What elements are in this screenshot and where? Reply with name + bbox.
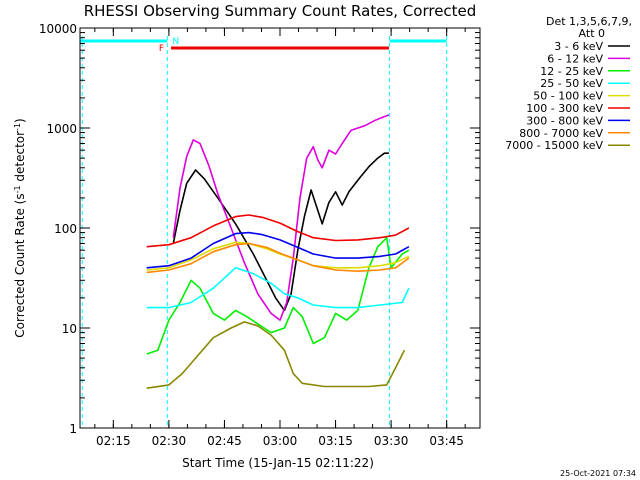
series-line-9: [146, 321, 406, 389]
legend-label: 12 - 25 keV: [540, 65, 603, 78]
series-line-6: [146, 214, 410, 248]
x-tick-label: 02:15: [96, 434, 131, 448]
series-line-3: [146, 236, 410, 355]
legend-label: 25 - 50 keV: [540, 77, 603, 90]
series-line-4: [146, 266, 410, 309]
y-tick-label: 1000: [46, 122, 77, 136]
x-tick-label: 02:30: [152, 434, 187, 448]
y-tick-label: 10000: [39, 22, 77, 36]
x-tick-label: 03:45: [429, 434, 464, 448]
legend-header-att: Att 0: [579, 27, 605, 40]
x-tick-label: 03:00: [263, 434, 298, 448]
timestamp: 25-Oct-2021 07:34: [560, 469, 636, 478]
y-axis-label-group: Corrected Count Rate (s-1 detector-1): [13, 118, 28, 337]
chart-title: RHESSI Observing Summary Count Rates, Co…: [84, 2, 477, 20]
flag-layer: FN: [80, 36, 448, 428]
legend-label: 7000 - 15000 keV: [505, 139, 603, 152]
y-label-superscript: -1: [13, 185, 22, 193]
x-tick-label: 02:45: [207, 434, 242, 448]
saa-label: N: [172, 37, 179, 47]
y-label-part: ): [13, 118, 27, 123]
legend-label: 100 - 300 keV: [526, 102, 603, 115]
axis-layer: 02:15 02:30 02:45 03:00 03:15 03:30 03:45 1 10 10…: [39, 22, 480, 448]
x-tick-label: 03:15: [318, 434, 353, 448]
x-tick-label: 03:30: [374, 434, 409, 448]
y-tick-label: 1: [69, 422, 77, 436]
series-line-8: [146, 242, 410, 274]
y-tick-label: 10: [62, 322, 77, 336]
legend-label: 6 - 12 keV: [547, 52, 603, 65]
y-axis-label: Corrected Count Rate (s-1 detector-1): [13, 118, 28, 337]
legend-label: 50 - 100 keV: [533, 90, 603, 103]
legend-label: 800 - 7000 keV: [519, 127, 603, 140]
flare-label: F: [159, 44, 164, 54]
y-label-superscript: -1: [13, 123, 22, 131]
x-axis-label: Start Time (15-Jan-15 02:11:22): [182, 456, 374, 470]
series-layer: [146, 114, 410, 389]
legend-label: 3 - 6 keV: [554, 40, 603, 53]
series-line-7: [146, 231, 410, 269]
y-label-part: detector: [13, 131, 27, 186]
y-tick-label: 100: [54, 222, 77, 236]
legend-header: Det 1,3,5,6,7,9,: [546, 15, 632, 28]
legend-label: 300 - 800 keV: [526, 114, 603, 127]
y-label-part: Corrected Count Rate (s: [13, 193, 27, 337]
